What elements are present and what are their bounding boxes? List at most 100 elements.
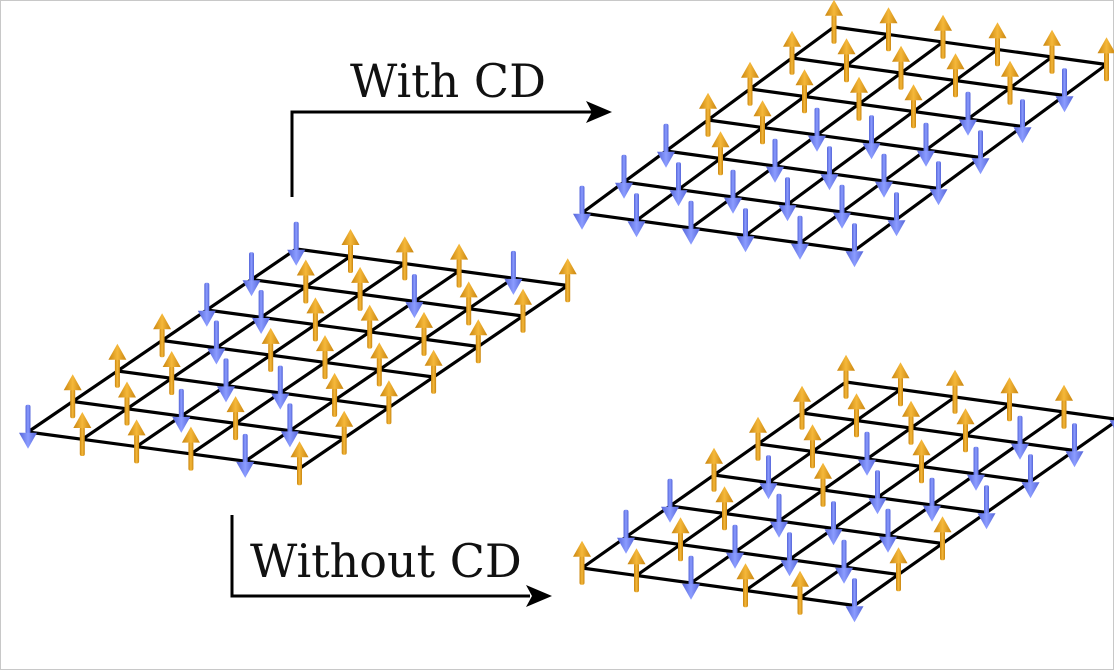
spin-up-arrow bbox=[63, 374, 82, 419]
spin-down-arrow bbox=[917, 122, 935, 167]
spin-down-arrow bbox=[858, 431, 876, 476]
spin-up-arrow bbox=[335, 410, 354, 455]
spin-down-arrow bbox=[824, 501, 843, 546]
spin-up-arrow bbox=[891, 362, 910, 407]
spin-down-arrow bbox=[573, 185, 591, 230]
spin-down-arrow bbox=[845, 223, 864, 268]
spin-down-arrow bbox=[835, 539, 853, 584]
spin-down-arrow bbox=[929, 161, 948, 206]
spin-down-arrow bbox=[207, 320, 226, 365]
with-cd-spin-lattice bbox=[573, 0, 1114, 268]
spin-down-arrow bbox=[820, 146, 839, 191]
spin-up-arrow bbox=[108, 343, 127, 388]
spin-down-arrow bbox=[977, 485, 996, 530]
spin-up-arrow bbox=[351, 266, 370, 311]
spin-up-arrow bbox=[749, 416, 767, 461]
without-cd-label: Without CD bbox=[250, 534, 522, 588]
spin-down-arrow bbox=[875, 153, 893, 198]
spin-down-arrow bbox=[615, 154, 633, 199]
spin-down-arrow bbox=[1021, 454, 1040, 499]
spin-up-arrow bbox=[153, 313, 172, 358]
spin-up-arrow bbox=[450, 243, 469, 288]
spin-up-arrow bbox=[946, 53, 965, 98]
spin-up-arrow bbox=[290, 441, 309, 486]
spin-down-arrow bbox=[627, 193, 646, 238]
spin-up-arrow bbox=[296, 259, 315, 304]
spin-down-arrow bbox=[808, 107, 826, 152]
spin-down-arrow bbox=[736, 208, 755, 253]
spin-up-arrow bbox=[889, 547, 908, 592]
spin-down-arrow bbox=[405, 274, 424, 319]
spin-down-arrow bbox=[791, 215, 809, 260]
spin-up-arrow bbox=[325, 372, 344, 417]
spin-down-arrow bbox=[242, 252, 261, 297]
spin-down-arrow bbox=[287, 221, 306, 266]
spin-down-arrow bbox=[19, 404, 37, 449]
spin-up-arrow bbox=[795, 69, 814, 114]
spin-up-arrow bbox=[988, 22, 1007, 67]
spin-up-arrow bbox=[699, 92, 717, 137]
spin-up-arrow bbox=[306, 297, 325, 342]
spin-down-arrow bbox=[770, 493, 788, 538]
spin-up-arrow bbox=[379, 380, 398, 425]
spin-up-arrow bbox=[1097, 37, 1114, 82]
spin-down-arrow bbox=[661, 478, 679, 523]
spin-up-arrow bbox=[1001, 60, 1019, 105]
spin-up-arrow bbox=[627, 548, 646, 593]
spin-up-arrow bbox=[671, 517, 690, 562]
spin-down-arrow bbox=[780, 532, 799, 577]
spin-up-arrow bbox=[261, 327, 280, 372]
spin-down-arrow bbox=[724, 169, 742, 214]
spin-up-arrow bbox=[803, 424, 822, 469]
spin-up-arrow bbox=[837, 38, 856, 83]
spin-down-arrow bbox=[923, 477, 941, 522]
spin-up-arrow bbox=[370, 342, 389, 387]
spin-up-arrow bbox=[73, 412, 92, 457]
spin-down-arrow bbox=[759, 455, 778, 500]
spin-up-arrow bbox=[558, 258, 577, 303]
spin-down-arrow bbox=[236, 433, 255, 478]
spin-down-arrow bbox=[845, 578, 864, 623]
spin-down-arrow bbox=[271, 365, 290, 410]
spin-up-arrow bbox=[753, 100, 772, 145]
spin-up-arrow bbox=[1000, 377, 1019, 422]
spin-up-arrow bbox=[395, 236, 414, 281]
spin-down-arrow bbox=[197, 282, 216, 327]
spin-down-arrow bbox=[1011, 415, 1029, 460]
spin-down-arrow bbox=[252, 290, 271, 335]
spin-down-arrow bbox=[682, 200, 700, 245]
with-cd-arrow bbox=[290, 101, 612, 197]
initial-spin-lattice bbox=[19, 221, 577, 486]
spin-down-arrow bbox=[669, 162, 688, 207]
spin-up-arrow bbox=[162, 351, 181, 396]
spin-down-arrow bbox=[217, 358, 235, 403]
spin-up-arrow bbox=[946, 369, 964, 414]
spin-up-arrow bbox=[360, 304, 379, 349]
spin-up-arrow bbox=[424, 349, 443, 394]
spin-up-arrow bbox=[316, 335, 334, 380]
without-cd-spin-lattice bbox=[573, 354, 1114, 623]
spin-up-arrow bbox=[850, 76, 868, 121]
spin-up-arrow bbox=[573, 540, 591, 585]
spin-down-arrow bbox=[971, 130, 990, 175]
spin-up-arrow bbox=[783, 30, 801, 75]
spin-down-arrow bbox=[504, 250, 523, 295]
spin-down-arrow bbox=[879, 508, 897, 553]
spin-down-arrow bbox=[833, 184, 851, 229]
spin-up-arrow bbox=[415, 311, 433, 356]
spin-down-arrow bbox=[959, 91, 977, 136]
spin-up-arrow bbox=[793, 385, 811, 430]
spin-up-arrow bbox=[933, 516, 952, 561]
spin-up-arrow bbox=[847, 393, 866, 438]
spin-down-arrow bbox=[657, 123, 675, 168]
spin-up-arrow bbox=[118, 381, 136, 426]
spin-up-arrow bbox=[1055, 384, 1073, 429]
spin-up-arrow bbox=[791, 570, 809, 615]
spin-down-arrow bbox=[1065, 423, 1084, 468]
spin-up-arrow bbox=[814, 462, 832, 507]
spin-down-arrow bbox=[868, 470, 887, 515]
spin-up-arrow bbox=[825, 0, 843, 44]
spin-up-arrow bbox=[181, 426, 200, 471]
spin-up-arrow bbox=[127, 419, 146, 464]
spin-up-arrow bbox=[879, 7, 898, 52]
